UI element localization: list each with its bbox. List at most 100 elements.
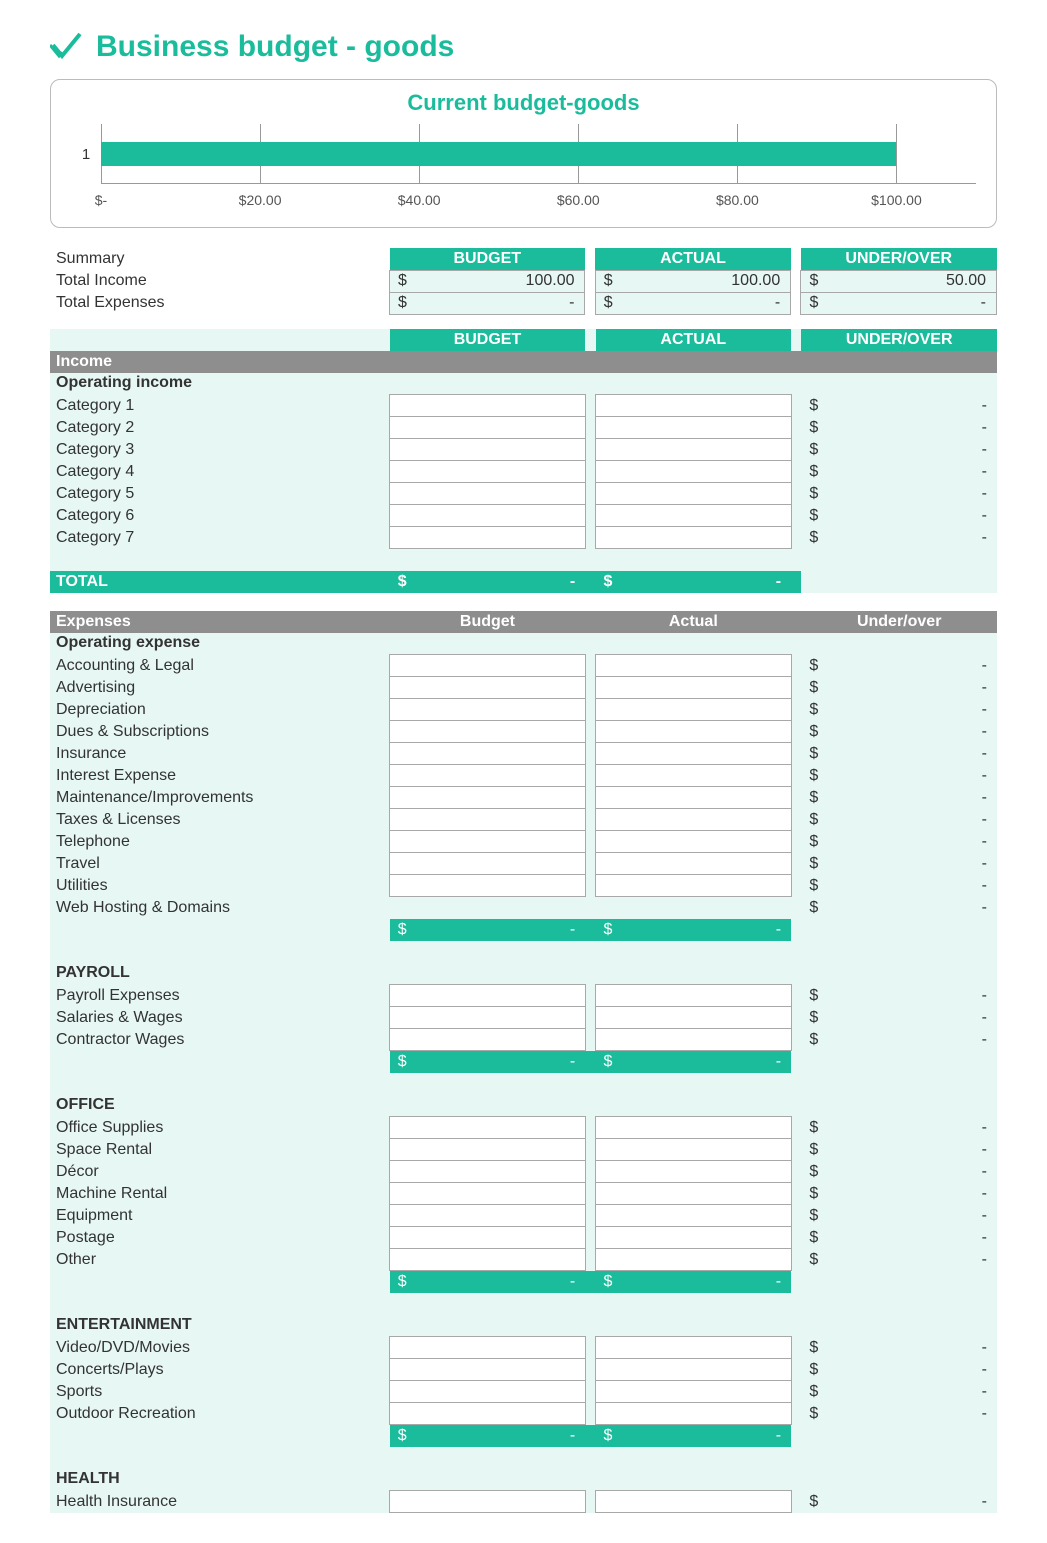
input-cell[interactable] bbox=[390, 787, 586, 809]
input-cell[interactable] bbox=[390, 897, 586, 919]
underover-cell: $- bbox=[801, 699, 997, 721]
input-cell[interactable] bbox=[390, 985, 586, 1007]
input-cell[interactable] bbox=[596, 417, 792, 439]
input-cell[interactable] bbox=[390, 853, 586, 875]
summary-row-label: Total Income bbox=[50, 270, 390, 292]
input-cell[interactable] bbox=[596, 875, 792, 897]
input-cell[interactable] bbox=[390, 1403, 586, 1425]
input-cell[interactable] bbox=[390, 1117, 586, 1139]
detail-header: BUDGET bbox=[390, 329, 586, 351]
input-cell[interactable] bbox=[596, 721, 792, 743]
input-cell[interactable] bbox=[596, 439, 792, 461]
input-cell[interactable] bbox=[596, 809, 792, 831]
underover-cell: $- bbox=[801, 677, 997, 699]
input-cell[interactable] bbox=[390, 1029, 586, 1051]
chart-tick-label: $20.00 bbox=[239, 192, 282, 208]
underover-cell: $- bbox=[801, 417, 997, 439]
input-cell[interactable] bbox=[390, 875, 586, 897]
input-cell[interactable] bbox=[596, 1205, 792, 1227]
input-cell[interactable] bbox=[596, 483, 792, 505]
input-cell[interactable] bbox=[596, 831, 792, 853]
input-cell[interactable] bbox=[390, 1359, 586, 1381]
input-cell[interactable] bbox=[596, 461, 792, 483]
input-cell[interactable] bbox=[390, 743, 586, 765]
line-item-label: Other bbox=[50, 1249, 390, 1271]
chart-plot bbox=[101, 124, 976, 184]
title-row: Business budget - goods bbox=[50, 30, 997, 64]
input-cell[interactable] bbox=[390, 1139, 586, 1161]
input-cell[interactable] bbox=[596, 743, 792, 765]
input-cell[interactable] bbox=[596, 1491, 792, 1513]
summary-header: BUDGET bbox=[390, 248, 585, 270]
input-cell[interactable] bbox=[390, 483, 586, 505]
line-item-label: Category 7 bbox=[50, 527, 390, 549]
input-cell[interactable] bbox=[390, 655, 586, 677]
total-cell: $- bbox=[390, 571, 586, 593]
input-cell[interactable] bbox=[596, 505, 792, 527]
input-cell[interactable] bbox=[390, 699, 586, 721]
input-cell[interactable] bbox=[390, 1205, 586, 1227]
chart-y-label: 1 bbox=[71, 124, 101, 184]
input-cell[interactable] bbox=[390, 439, 586, 461]
input-cell[interactable] bbox=[390, 765, 586, 787]
input-cell[interactable] bbox=[596, 1403, 792, 1425]
input-cell[interactable] bbox=[390, 395, 586, 417]
input-cell[interactable] bbox=[596, 1337, 792, 1359]
line-item-label: Taxes & Licenses bbox=[50, 809, 390, 831]
input-cell[interactable] bbox=[596, 1183, 792, 1205]
summary-cell: $- bbox=[801, 292, 997, 314]
underover-cell: $- bbox=[801, 1007, 997, 1029]
group-header: PAYROLL bbox=[50, 963, 997, 985]
underover-cell: $- bbox=[801, 1337, 997, 1359]
input-cell[interactable] bbox=[390, 1381, 586, 1403]
input-cell[interactable] bbox=[596, 853, 792, 875]
input-cell[interactable] bbox=[596, 1227, 792, 1249]
input-cell[interactable] bbox=[596, 1007, 792, 1029]
input-cell[interactable] bbox=[390, 527, 586, 549]
summary-header: UNDER/OVER bbox=[801, 248, 997, 270]
input-cell[interactable] bbox=[596, 395, 792, 417]
input-cell[interactable] bbox=[390, 417, 586, 439]
underover-cell: $- bbox=[801, 1117, 997, 1139]
input-cell[interactable] bbox=[596, 1161, 792, 1183]
input-cell[interactable] bbox=[596, 1359, 792, 1381]
input-cell[interactable] bbox=[390, 831, 586, 853]
line-item-label: Category 2 bbox=[50, 417, 390, 439]
underover-cell: $- bbox=[801, 1161, 997, 1183]
input-cell[interactable] bbox=[596, 1029, 792, 1051]
input-cell[interactable] bbox=[596, 1249, 792, 1271]
underover-cell: $- bbox=[801, 655, 997, 677]
chart-title: Current budget-goods bbox=[71, 90, 976, 116]
input-cell[interactable] bbox=[390, 1337, 586, 1359]
input-cell[interactable] bbox=[596, 527, 792, 549]
input-cell[interactable] bbox=[596, 1117, 792, 1139]
input-cell[interactable] bbox=[596, 787, 792, 809]
input-cell[interactable] bbox=[596, 1381, 792, 1403]
line-item-label: Salaries & Wages bbox=[50, 1007, 390, 1029]
subtotal-cell: $- bbox=[596, 1051, 792, 1073]
chart-x-axis: $-$20.00$40.00$60.00$80.00$100.00 bbox=[101, 192, 976, 212]
input-cell[interactable] bbox=[390, 505, 586, 527]
input-cell[interactable] bbox=[390, 1249, 586, 1271]
input-cell[interactable] bbox=[390, 677, 586, 699]
chart-tick-label: $100.00 bbox=[871, 192, 922, 208]
input-cell[interactable] bbox=[596, 985, 792, 1007]
line-item-label: Category 6 bbox=[50, 505, 390, 527]
input-cell[interactable] bbox=[596, 655, 792, 677]
input-cell[interactable] bbox=[390, 1183, 586, 1205]
input-cell[interactable] bbox=[596, 765, 792, 787]
input-cell[interactable] bbox=[390, 1161, 586, 1183]
input-cell[interactable] bbox=[390, 1007, 586, 1029]
subtotal-cell: $- bbox=[390, 919, 586, 941]
input-cell[interactable] bbox=[390, 1227, 586, 1249]
underover-cell: $- bbox=[801, 527, 997, 549]
input-cell[interactable] bbox=[596, 677, 792, 699]
input-cell[interactable] bbox=[596, 1139, 792, 1161]
input-cell[interactable] bbox=[390, 721, 586, 743]
input-cell[interactable] bbox=[596, 699, 792, 721]
input-cell[interactable] bbox=[390, 1491, 586, 1513]
input-cell[interactable] bbox=[390, 809, 586, 831]
input-cell[interactable] bbox=[596, 897, 792, 919]
checkmark-icon bbox=[50, 30, 84, 64]
input-cell[interactable] bbox=[390, 461, 586, 483]
